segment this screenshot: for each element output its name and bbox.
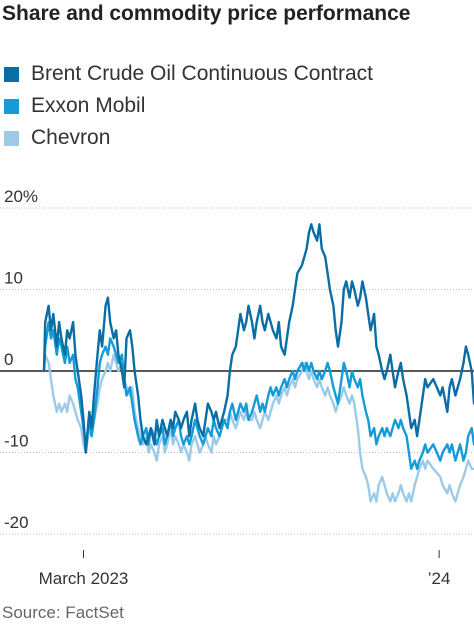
y-tick-label: 20%: [4, 187, 38, 206]
legend-swatch-brent: [4, 66, 19, 82]
legend-label-chevron: Chevron: [31, 126, 111, 149]
chart-title: Share and commodity price performance: [2, 2, 411, 25]
legend: Brent Crude Oil Continuous Contract Exxo…: [4, 58, 373, 154]
y-tick-label: -20: [4, 513, 29, 532]
y-tick-label: 0: [4, 350, 13, 369]
legend-label-brent: Brent Crude Oil Continuous Contract: [31, 62, 373, 85]
source-note: Source: FactSet: [2, 603, 124, 622]
line-chart: 20% 10 0 -10 -20 March 2023 ’24: [0, 187, 474, 588]
legend-item-chevron: Chevron: [4, 122, 373, 154]
x-axis: March 2023 ’24: [39, 550, 451, 588]
y-tick-label: -10: [4, 432, 29, 451]
gridlines: [0, 207, 474, 535]
legend-item-brent: Brent Crude Oil Continuous Contract: [4, 58, 373, 90]
legend-swatch-chevron: [4, 130, 19, 146]
series-line-exxon-mobil: [42, 320, 474, 470]
y-tick-label: 10: [4, 269, 23, 288]
x-tick-label: ’24: [428, 569, 451, 588]
legend-item-exxon: Exxon Mobil: [4, 90, 373, 122]
series-line-brent-crude-oil-continuous-contract: [42, 223, 474, 454]
series-line-chevron: [42, 353, 474, 503]
y-tick-labels: 20% 10 0 -10 -20: [4, 187, 38, 532]
legend-label-exxon: Exxon Mobil: [31, 94, 146, 117]
series-lines: [42, 223, 474, 503]
legend-swatch-exxon: [4, 98, 19, 114]
x-tick-label: March 2023: [39, 569, 129, 588]
